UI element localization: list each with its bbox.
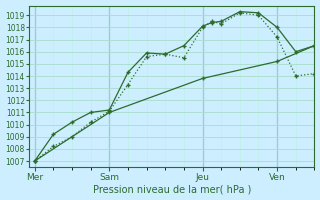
X-axis label: Pression niveau de la mer( hPa ): Pression niveau de la mer( hPa ) — [92, 184, 251, 194]
